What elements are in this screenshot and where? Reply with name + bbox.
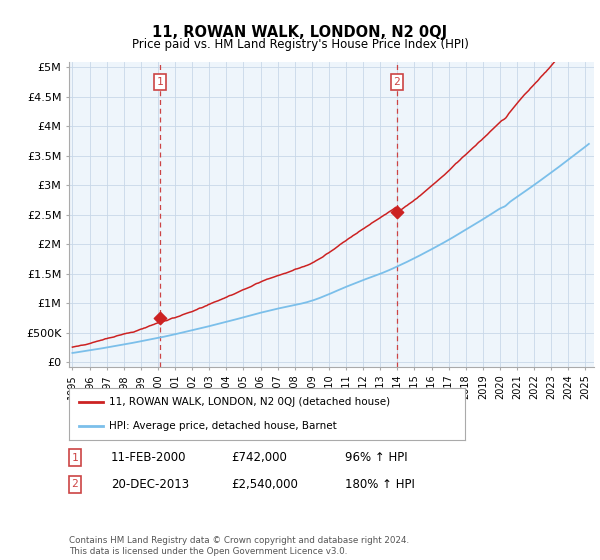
Text: 180% ↑ HPI: 180% ↑ HPI [345,478,415,491]
Text: £2,540,000: £2,540,000 [231,478,298,491]
Text: 2: 2 [71,479,79,489]
Text: 2: 2 [394,77,400,87]
Text: 11-FEB-2000: 11-FEB-2000 [111,451,187,464]
Text: 1: 1 [71,452,79,463]
Point [392,208,401,217]
Text: 20-DEC-2013: 20-DEC-2013 [111,478,189,491]
Text: 11, ROWAN WALK, LONDON, N2 0QJ (detached house): 11, ROWAN WALK, LONDON, N2 0QJ (detached… [109,396,390,407]
Text: 1: 1 [157,77,163,87]
Text: Contains HM Land Registry data © Crown copyright and database right 2024.
This d: Contains HM Land Registry data © Crown c… [69,536,409,556]
Text: 11, ROWAN WALK, LONDON, N2 0QJ: 11, ROWAN WALK, LONDON, N2 0QJ [152,25,448,40]
Text: HPI: Average price, detached house, Barnet: HPI: Average price, detached house, Barn… [109,421,337,431]
Point [155,314,165,323]
Text: Price paid vs. HM Land Registry's House Price Index (HPI): Price paid vs. HM Land Registry's House … [131,38,469,51]
Text: 96% ↑ HPI: 96% ↑ HPI [345,451,407,464]
Text: £742,000: £742,000 [231,451,287,464]
